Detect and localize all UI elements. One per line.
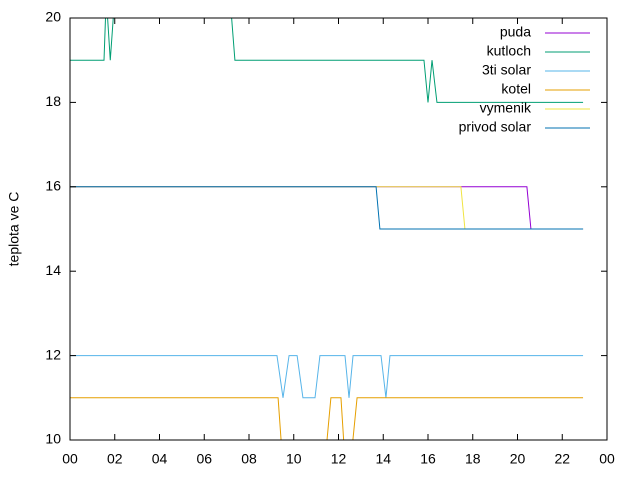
legend-label: privod solar	[459, 119, 532, 135]
y-tick-label: 12	[45, 346, 61, 362]
series-line	[70, 186, 584, 230]
y-tick-label: 20	[45, 9, 61, 25]
legend-label: vymenik	[480, 100, 532, 116]
series-line	[70, 186, 584, 230]
x-tick-label: 00	[599, 451, 615, 467]
y-tick-label: 10	[45, 431, 61, 447]
x-tick-label: 16	[420, 451, 436, 467]
x-tick-label: 08	[241, 451, 257, 467]
y-tick-label: 18	[45, 93, 61, 109]
x-tick-label: 20	[510, 451, 526, 467]
series-line	[70, 355, 584, 399]
x-tick-label: 02	[107, 451, 123, 467]
y-tick-label: 14	[45, 262, 61, 278]
x-tick-label: 00	[62, 451, 78, 467]
x-tick-label: 04	[152, 451, 168, 467]
y-tick-label: 16	[45, 178, 61, 194]
x-tick-label: 14	[375, 451, 391, 467]
x-tick-label: 22	[554, 451, 570, 467]
legend-label: 3ti solar	[482, 62, 531, 78]
x-tick-label: 12	[331, 451, 347, 467]
y-axis-label: teplota ve C	[6, 192, 22, 267]
legend-label: puda	[500, 24, 531, 40]
x-tick-label: 10	[286, 451, 302, 467]
legend-label: kotel	[501, 81, 531, 97]
series-line	[70, 18, 584, 103]
series-line	[70, 397, 584, 440]
x-tick-label: 18	[465, 451, 481, 467]
plot-area	[70, 18, 584, 440]
x-tick-label: 06	[196, 451, 212, 467]
series-line	[70, 186, 584, 230]
legend-label: kutloch	[487, 43, 531, 59]
